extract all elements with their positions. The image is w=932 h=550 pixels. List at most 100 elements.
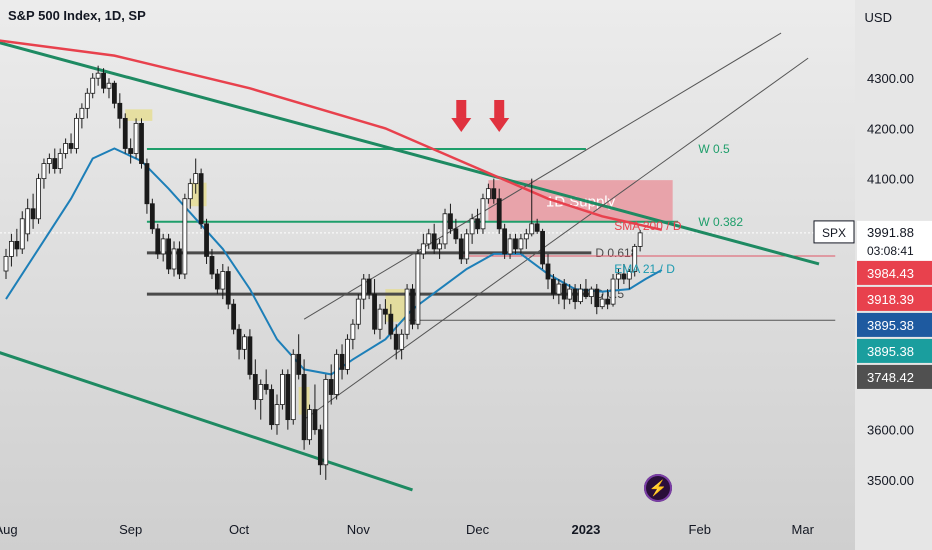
candle-body <box>84 92 90 109</box>
price-tag <box>857 286 932 311</box>
candle-body <box>68 143 74 149</box>
candle-body <box>263 384 269 390</box>
candle-body <box>545 263 551 280</box>
candle-body <box>149 203 155 230</box>
candle-body <box>117 102 123 119</box>
arrow-down-icon <box>451 117 472 132</box>
candle-body <box>626 271 632 280</box>
candle-body <box>556 283 562 295</box>
candle-body <box>36 178 41 220</box>
candle-body <box>193 173 199 185</box>
lightning-bolt-icon[interactable]: ⚡ <box>644 474 672 502</box>
trendline <box>0 41 820 266</box>
candle-body <box>25 208 31 235</box>
candle-body <box>220 271 226 290</box>
candle-body <box>475 218 480 230</box>
candle-body <box>122 117 128 149</box>
candle-body <box>14 240 20 250</box>
y-tick-label: 4300.00 <box>867 71 914 86</box>
candle-body <box>345 338 350 370</box>
candle-body <box>605 298 611 305</box>
candle-body <box>41 163 47 180</box>
x-tick-label: Nov <box>347 522 371 537</box>
x-tick-label: 2023 <box>571 522 600 537</box>
candle-body <box>57 153 63 169</box>
candle-body <box>90 77 96 94</box>
candle-body <box>610 278 616 305</box>
x-tick-label: Mar <box>792 522 815 537</box>
candle-body <box>323 379 329 466</box>
supply-zone-label: 1D Supply <box>546 193 616 210</box>
candle-body <box>393 333 399 350</box>
x-tick-label: Sep <box>119 522 142 537</box>
candle-body <box>166 238 172 270</box>
candle-body <box>513 238 518 250</box>
candle-body <box>242 336 247 350</box>
candle-body <box>204 223 209 257</box>
candle-body <box>144 163 150 205</box>
candle-body <box>139 122 144 164</box>
candle-body <box>540 230 545 265</box>
candle-body <box>280 374 285 405</box>
candle-body <box>285 374 291 421</box>
candle-body <box>182 198 188 275</box>
indicator-label: EMA 21 / D <box>614 262 675 276</box>
price-tag-text: 3748.42 <box>867 370 914 385</box>
candle-body <box>187 183 193 200</box>
y-tick-label: 3600.00 <box>867 423 914 438</box>
candle-body <box>9 240 14 257</box>
candle-body <box>453 228 459 240</box>
candle-body <box>442 213 448 245</box>
candle-body <box>160 238 166 255</box>
y-tick-label: 4200.00 <box>867 121 914 136</box>
candle-body <box>485 188 491 200</box>
candle-body <box>561 283 567 300</box>
candle-body <box>155 228 161 255</box>
candle-body <box>529 223 535 235</box>
candle-body <box>480 198 486 230</box>
price-tag <box>857 338 932 363</box>
candle-body <box>171 248 177 270</box>
candle-body <box>290 353 296 421</box>
candle-body <box>74 117 79 149</box>
candle-body <box>518 238 524 250</box>
y-tick-label: 4100.00 <box>867 172 914 187</box>
highlight-zone <box>190 182 207 207</box>
price-tag <box>857 260 932 285</box>
candle-body <box>95 72 101 79</box>
last-price-text: 3991.88 <box>867 225 914 240</box>
candle-body <box>209 256 215 275</box>
candle-body <box>464 233 470 260</box>
candle-body <box>588 288 594 298</box>
x-tick-label: Oct <box>229 522 250 537</box>
candle-body <box>594 288 600 308</box>
candle-body <box>63 143 69 154</box>
channel-line <box>303 57 809 421</box>
candle-body <box>3 256 9 272</box>
candle-body <box>534 223 540 232</box>
candle-body <box>252 374 258 400</box>
arrow-down-icon <box>489 117 510 132</box>
symbol-tag <box>813 220 855 244</box>
candle-body <box>496 198 502 230</box>
candle-body <box>599 298 605 308</box>
candle-body <box>350 323 356 340</box>
price-tag <box>857 312 932 337</box>
candle-body <box>372 293 377 330</box>
candle-body <box>269 389 274 426</box>
highlight-zone <box>125 109 153 121</box>
candle-body <box>339 353 345 370</box>
chart-title: S&P 500 Index, 1D, SP <box>8 8 146 23</box>
candle-body <box>637 232 643 247</box>
candle-body <box>361 278 367 300</box>
price-tag-text: 3895.38 <box>867 344 914 359</box>
candle-body <box>106 82 112 89</box>
candle-body <box>572 288 578 303</box>
candle-body <box>198 173 204 225</box>
candle-body <box>79 107 85 119</box>
y-tick-label: 3500.00 <box>867 473 914 488</box>
candle-body <box>366 278 372 295</box>
